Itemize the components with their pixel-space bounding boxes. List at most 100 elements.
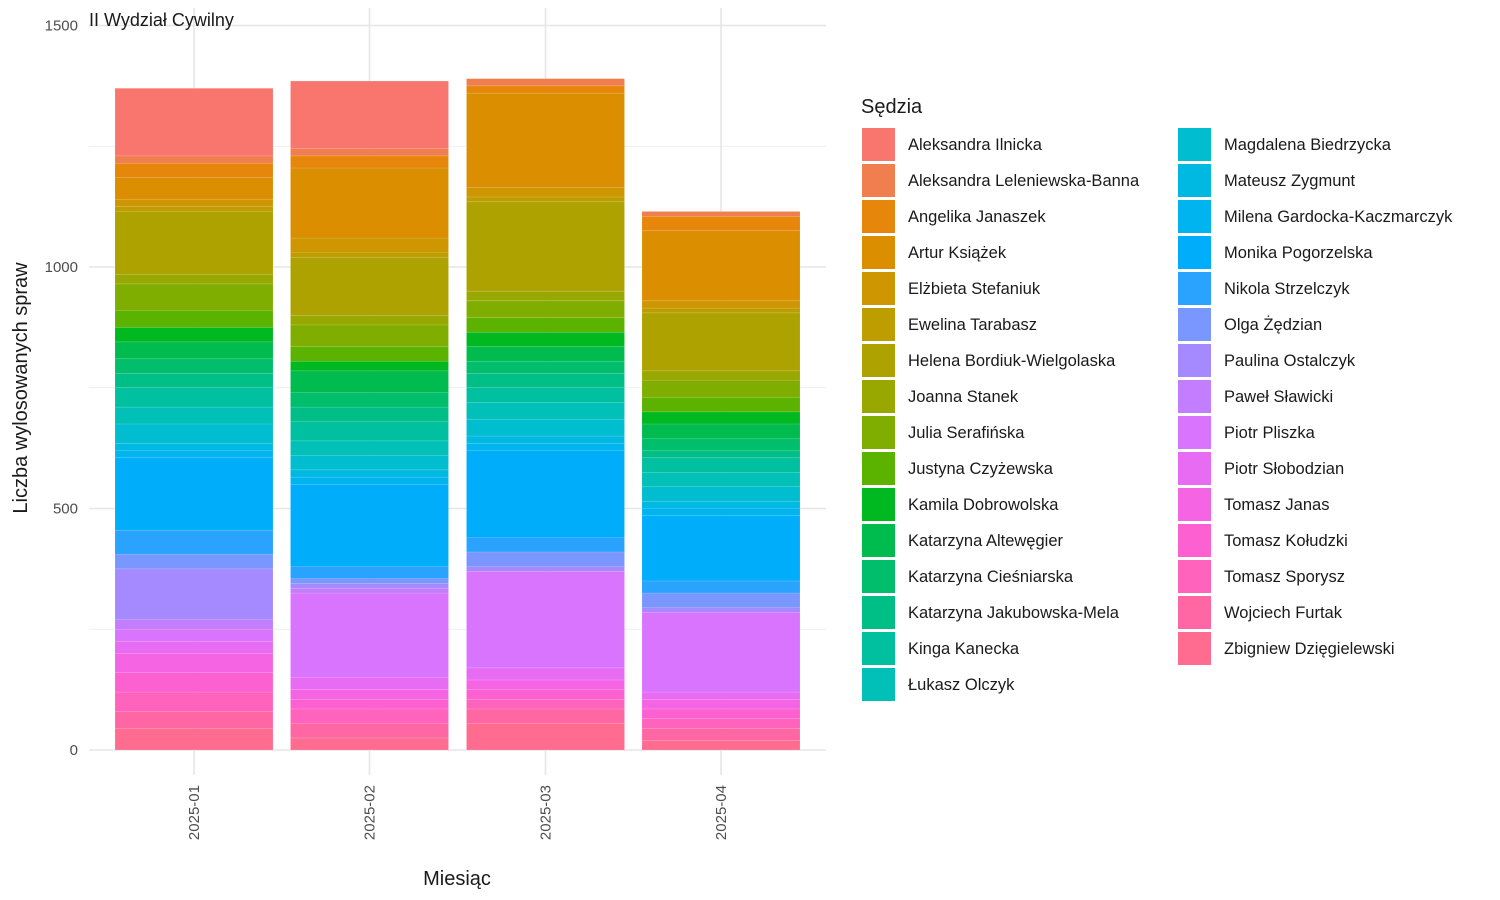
bar-segment bbox=[114, 358, 274, 374]
bar-segment bbox=[641, 312, 801, 372]
legend-label: Katarzyna Altewęgier bbox=[908, 532, 1064, 550]
x-tick-label: 2025-02 bbox=[362, 785, 379, 840]
bar-segment bbox=[290, 469, 449, 478]
bar-segment bbox=[290, 737, 449, 751]
bar-segment bbox=[641, 411, 801, 425]
legend-label: Zbigniew Dzięgielewski bbox=[1224, 640, 1395, 658]
legend-key bbox=[862, 488, 895, 521]
x-axis-ticks: 2025-01 2025-02 2025-03 2025-04 bbox=[186, 785, 730, 840]
bar-segment bbox=[290, 587, 449, 594]
legend-key bbox=[1178, 488, 1211, 521]
legend-label: Łukasz Olczyk bbox=[908, 676, 1015, 694]
bar-segment bbox=[114, 177, 274, 200]
bar-segment bbox=[641, 727, 801, 741]
bar-segment bbox=[466, 570, 625, 669]
x-tick-label: 2025-01 bbox=[186, 785, 203, 840]
bar-segment bbox=[114, 691, 274, 712]
bar-segment bbox=[290, 360, 449, 372]
bar-segment bbox=[466, 290, 625, 302]
bar-segment bbox=[466, 450, 625, 538]
bar-segment bbox=[114, 450, 274, 459]
bar-segment bbox=[290, 708, 449, 724]
bar-segment bbox=[641, 300, 801, 309]
legend-label: Milena Gardocka-Kaczmarczyk bbox=[1224, 208, 1453, 226]
legend-key bbox=[862, 236, 895, 269]
bar-segment bbox=[114, 727, 274, 751]
legend-label: Helena Bordiuk-Wielgolaska bbox=[908, 352, 1116, 370]
legend-label: Wojciech Furtak bbox=[1224, 604, 1343, 622]
bar-segment bbox=[641, 423, 801, 439]
legend-label: Olga Żędzian bbox=[1224, 315, 1322, 334]
legend-label: Piotr Pliszka bbox=[1224, 424, 1316, 442]
bar-segment bbox=[466, 566, 625, 572]
legend: Aleksandra Ilnicka Aleksandra Leleniewska… bbox=[862, 128, 1453, 701]
bar-segment bbox=[290, 440, 449, 456]
legend-key bbox=[1178, 632, 1211, 665]
legend-key bbox=[1178, 452, 1211, 485]
legend-key bbox=[862, 200, 895, 233]
legend-key bbox=[862, 416, 895, 449]
bar-segment bbox=[114, 711, 274, 729]
bar-segment bbox=[290, 257, 449, 316]
bar-segment bbox=[466, 667, 625, 681]
bar-segment bbox=[466, 85, 625, 94]
bar-segment bbox=[641, 607, 801, 613]
bar-segment bbox=[114, 310, 274, 328]
legend-label: Julia Serafińska bbox=[908, 424, 1025, 442]
bar-segment bbox=[290, 592, 449, 678]
legend-key bbox=[862, 308, 895, 341]
bar-segment bbox=[466, 723, 625, 751]
bar-segment bbox=[466, 387, 625, 403]
bar-segment bbox=[114, 628, 274, 642]
legend-label: Tomasz Kołudzki bbox=[1224, 532, 1348, 550]
bar-segment bbox=[290, 237, 449, 253]
bar-segment bbox=[466, 537, 625, 553]
bar-segment bbox=[290, 148, 449, 157]
bar-segment bbox=[114, 87, 274, 157]
bar-segment bbox=[114, 442, 274, 451]
legend-label: Artur Książek bbox=[908, 244, 1007, 262]
bar-segment bbox=[466, 300, 625, 319]
bar-segment bbox=[641, 230, 801, 302]
bar-segment bbox=[114, 199, 274, 207]
bar-segment bbox=[290, 324, 449, 347]
bar-segment bbox=[290, 155, 449, 169]
legend-key bbox=[1178, 164, 1211, 197]
bar-segment bbox=[114, 653, 274, 674]
bar-segment bbox=[290, 421, 449, 442]
legend-label: Ewelina Tarabasz bbox=[908, 316, 1037, 334]
legend-key bbox=[862, 380, 895, 413]
bar-segment bbox=[641, 691, 801, 700]
legend-key bbox=[1178, 560, 1211, 593]
legend-label: Angelika Janaszek bbox=[908, 208, 1046, 226]
legend-key bbox=[1178, 128, 1211, 161]
legend-key bbox=[862, 452, 895, 485]
bar-segment bbox=[114, 341, 274, 360]
legend-key bbox=[1178, 344, 1211, 377]
bar-segment bbox=[466, 372, 625, 389]
bar-segments bbox=[114, 78, 801, 751]
legend-label: Aleksandra Leleniewska-Banna bbox=[908, 172, 1140, 190]
bar-segment bbox=[290, 167, 449, 239]
legend-label: Kamila Dobrowolska bbox=[908, 496, 1059, 514]
bar-segment bbox=[114, 457, 274, 531]
legend-key bbox=[862, 272, 895, 305]
bar-segment bbox=[466, 78, 625, 87]
legend-key bbox=[862, 632, 895, 665]
bar-segment bbox=[641, 580, 801, 594]
chart-title: II Wydział Cywilny bbox=[89, 10, 234, 30]
legend-key bbox=[862, 344, 895, 377]
legend-key bbox=[1178, 416, 1211, 449]
bar-segment bbox=[290, 698, 449, 710]
bar-segment bbox=[290, 314, 449, 326]
bar-segment bbox=[641, 215, 801, 232]
y-axis-ticks: 0 500 1000 1500 bbox=[45, 18, 78, 760]
legend-label: Paulina Ostalczyk bbox=[1224, 352, 1356, 370]
bar-segment bbox=[466, 317, 625, 333]
bar-segment bbox=[290, 346, 449, 362]
bar-segment bbox=[114, 672, 274, 693]
bar-segment bbox=[641, 515, 801, 582]
bar-segment bbox=[641, 718, 801, 729]
bar-segment bbox=[114, 206, 274, 212]
